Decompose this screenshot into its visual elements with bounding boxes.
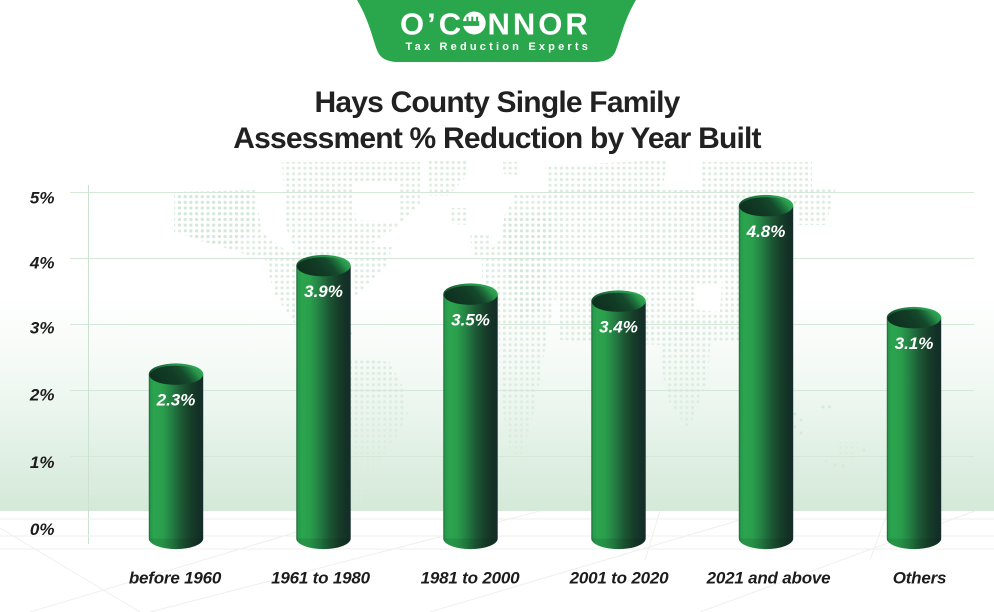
svg-text:Tax Reduction Experts: Tax Reduction Experts [406, 41, 592, 53]
svg-text:0%: 0% [30, 520, 55, 539]
svg-text:3.9%: 3.9% [304, 282, 343, 301]
svg-text:1981 to 2000: 1981 to 2000 [421, 569, 520, 588]
svg-text:2.3%: 2.3% [156, 391, 196, 410]
svg-text:1961 to 1980: 1961 to 1980 [271, 569, 370, 588]
svg-text:before 1960: before 1960 [129, 569, 222, 588]
svg-text:2001 to 2020: 2001 to 2020 [569, 569, 669, 588]
svg-text:Others: Others [893, 569, 947, 588]
svg-text:4.8%: 4.8% [746, 222, 786, 241]
svg-text:2021 and above: 2021 and above [706, 569, 831, 588]
svg-text:2%: 2% [29, 386, 55, 405]
svg-text:O’C: O’C [400, 7, 464, 42]
svg-text:5%: 5% [30, 189, 55, 208]
svg-text:4%: 4% [29, 254, 55, 273]
svg-text:3.4%: 3.4% [599, 318, 638, 337]
svg-text:NNOR: NNOR [488, 7, 591, 42]
svg-text:1%: 1% [30, 453, 55, 472]
svg-text:3.5%: 3.5% [451, 311, 490, 330]
svg-text:3.1%: 3.1% [895, 334, 934, 353]
svg-text:3%: 3% [30, 319, 55, 338]
